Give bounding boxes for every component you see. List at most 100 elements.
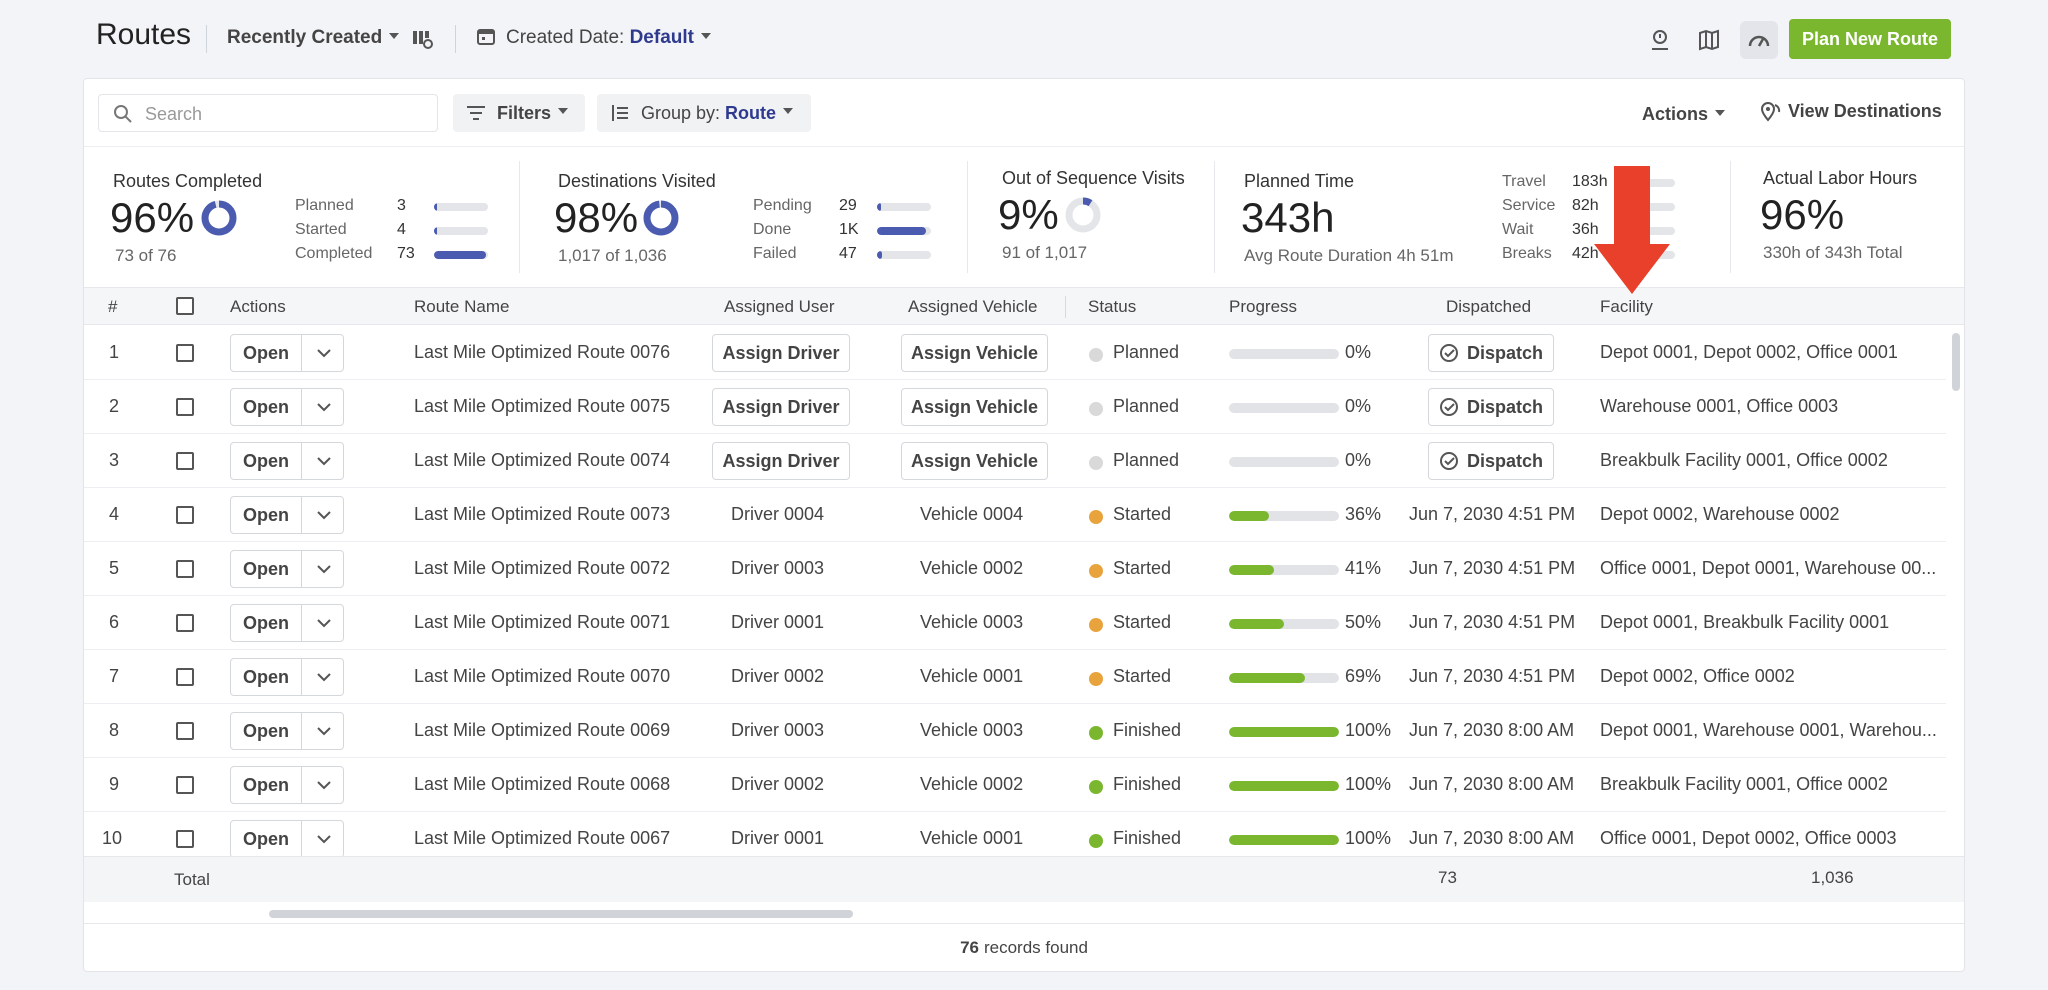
route-name[interactable]: Last Mile Optimized Route 0071 [414, 612, 671, 632]
row-actions-menu[interactable] [303, 497, 344, 533]
row-checkbox[interactable] [176, 776, 194, 794]
row-actions-menu[interactable] [303, 389, 344, 425]
dispatch-button[interactable]: Dispatch [1428, 334, 1554, 372]
open-route-button[interactable]: Open [231, 389, 302, 425]
open-route-button[interactable]: Open [231, 335, 302, 371]
assigned-vehicle[interactable]: Vehicle 0001 [920, 666, 1024, 686]
assigned-vehicle[interactable]: Vehicle 0003 [920, 612, 1024, 632]
view-destinations-button[interactable]: View Destinations [1760, 101, 1942, 122]
progress-text: 0% [1345, 342, 1372, 362]
column-settings-icon[interactable] [405, 22, 439, 56]
actions-dropdown[interactable]: Actions [1642, 104, 1726, 125]
assigned-user[interactable]: Driver 0003 [731, 720, 825, 740]
assigned-user[interactable]: Driver 0002 [731, 774, 825, 794]
row-checkbox[interactable] [176, 398, 194, 416]
open-route-button[interactable]: Open [231, 767, 302, 803]
row-actions-menu[interactable] [303, 335, 344, 371]
table-row[interactable]: 10 Open Last Mile Optimized Route 0067 Driv… [84, 812, 1946, 866]
assigned-user[interactable]: Driver 0001 [731, 828, 825, 848]
assign-vehicle-button[interactable]: Assign Vehicle [901, 388, 1048, 426]
assigned-vehicle[interactable]: Vehicle 0003 [920, 720, 1024, 740]
table-row[interactable]: 6 Open Last Mile Optimized Route 0071 Drive… [84, 596, 1946, 650]
assigned-vehicle[interactable]: Vehicle 0004 [920, 504, 1024, 524]
plan-new-route-button[interactable]: Plan New Route [1789, 19, 1951, 59]
route-name[interactable]: Last Mile Optimized Route 0074 [414, 450, 671, 470]
table-row[interactable]: 7 Open Last Mile Optimized Route 0070 Drive… [84, 650, 1946, 704]
timeline-icon[interactable] [1641, 21, 1679, 59]
col-header-dispatched[interactable]: Dispatched [1446, 297, 1532, 316]
open-route-button[interactable]: Open [231, 497, 302, 533]
dispatch-button[interactable]: Dispatch [1428, 388, 1554, 426]
filters-button[interactable]: Filters [453, 94, 585, 132]
assigned-vehicle[interactable]: Vehicle 0002 [920, 774, 1024, 794]
row-checkbox[interactable] [176, 344, 194, 362]
dashboard-gauge-icon[interactable] [1740, 21, 1778, 59]
open-route-button[interactable]: Open [231, 443, 302, 479]
assign-driver-button[interactable]: Assign Driver [712, 334, 850, 372]
stat-divider [1214, 161, 1215, 273]
row-checkbox[interactable] [176, 560, 194, 578]
row-actions-menu[interactable] [303, 767, 344, 803]
route-name[interactable]: Last Mile Optimized Route 0069 [414, 720, 671, 740]
assigned-user[interactable]: Driver 0003 [731, 558, 825, 578]
open-route-button[interactable]: Open [231, 551, 302, 587]
table-row[interactable]: 3 Open Last Mile Optimized Route 0074 Assig… [84, 434, 1946, 488]
col-header-assigned-vehicle[interactable]: Assigned Vehicle [908, 297, 1038, 316]
group-by-dropdown[interactable]: Group by: Route [597, 94, 811, 132]
search-input[interactable]: Search [98, 94, 438, 132]
row-actions-menu[interactable] [303, 605, 344, 641]
open-route-button[interactable]: Open [231, 713, 302, 749]
row-checkbox[interactable] [176, 614, 194, 632]
col-header-route-name[interactable]: Route Name [414, 297, 510, 316]
table-row[interactable]: 9 Open Last Mile Optimized Route 0068 Drive… [84, 758, 1946, 812]
horizontal-scrollbar[interactable] [269, 910, 853, 918]
assign-vehicle-button[interactable]: Assign Vehicle [901, 442, 1048, 480]
select-all-checkbox[interactable] [176, 297, 194, 315]
assigned-vehicle[interactable]: Vehicle 0001 [920, 828, 1024, 848]
route-name[interactable]: Last Mile Optimized Route 0070 [414, 666, 671, 686]
col-header-status[interactable]: Status [1088, 297, 1137, 316]
assigned-user[interactable]: Driver 0004 [731, 504, 825, 524]
route-name[interactable]: Last Mile Optimized Route 0067 [414, 828, 671, 848]
dispatch-button[interactable]: Dispatch [1428, 442, 1554, 480]
row-checkbox[interactable] [176, 722, 194, 740]
route-name[interactable]: Last Mile Optimized Route 0076 [414, 342, 671, 362]
row-checkbox[interactable] [176, 668, 194, 686]
assigned-user[interactable]: Driver 0001 [731, 612, 825, 632]
row-actions-menu[interactable] [303, 659, 344, 695]
sort-dropdown[interactable]: Recently Created [227, 27, 400, 49]
route-name[interactable]: Last Mile Optimized Route 0072 [414, 558, 671, 578]
row-actions-menu[interactable] [303, 821, 344, 857]
row-actions-menu[interactable] [303, 713, 344, 749]
vertical-scrollbar[interactable] [1952, 333, 1960, 391]
progress-text: 100% [1345, 774, 1392, 794]
table-row[interactable]: 2 Open Last Mile Optimized Route 0075 Assig… [84, 380, 1946, 434]
route-name[interactable]: Last Mile Optimized Route 0075 [414, 396, 671, 416]
column-resize-handle[interactable] [1065, 296, 1066, 318]
assigned-vehicle[interactable]: Vehicle 0002 [920, 558, 1024, 578]
table-row[interactable]: 8 Open Last Mile Optimized Route 0069 Drive… [84, 704, 1946, 758]
open-route-button[interactable]: Open [231, 659, 302, 695]
assign-driver-button[interactable]: Assign Driver [712, 388, 850, 426]
col-header-number[interactable]: # [108, 297, 118, 316]
open-route-button[interactable]: Open [231, 605, 302, 641]
created-date-dropdown[interactable]: Created Date: Default [476, 27, 711, 49]
row-checkbox[interactable] [176, 830, 194, 848]
col-header-facility[interactable]: Facility [1600, 297, 1653, 316]
table-row[interactable]: 5 Open Last Mile Optimized Route 0072 Drive… [84, 542, 1946, 596]
row-actions-menu[interactable] [303, 443, 344, 479]
assign-driver-button[interactable]: Assign Driver [712, 442, 850, 480]
map-icon[interactable] [1690, 21, 1728, 59]
route-name[interactable]: Last Mile Optimized Route 0068 [414, 774, 671, 794]
route-name[interactable]: Last Mile Optimized Route 0073 [414, 504, 671, 524]
col-header-progress[interactable]: Progress [1229, 297, 1298, 316]
assigned-user[interactable]: Driver 0002 [731, 666, 825, 686]
row-actions-menu[interactable] [303, 551, 344, 587]
row-checkbox[interactable] [176, 452, 194, 470]
table-row[interactable]: 4 Open Last Mile Optimized Route 0073 Drive… [84, 488, 1946, 542]
assign-vehicle-button[interactable]: Assign Vehicle [901, 334, 1048, 372]
table-row[interactable]: 1 Open Last Mile Optimized Route 0076 Assig… [84, 326, 1946, 380]
col-header-assigned-user[interactable]: Assigned User [724, 297, 835, 316]
row-checkbox[interactable] [176, 506, 194, 524]
open-route-button[interactable]: Open [231, 821, 302, 857]
